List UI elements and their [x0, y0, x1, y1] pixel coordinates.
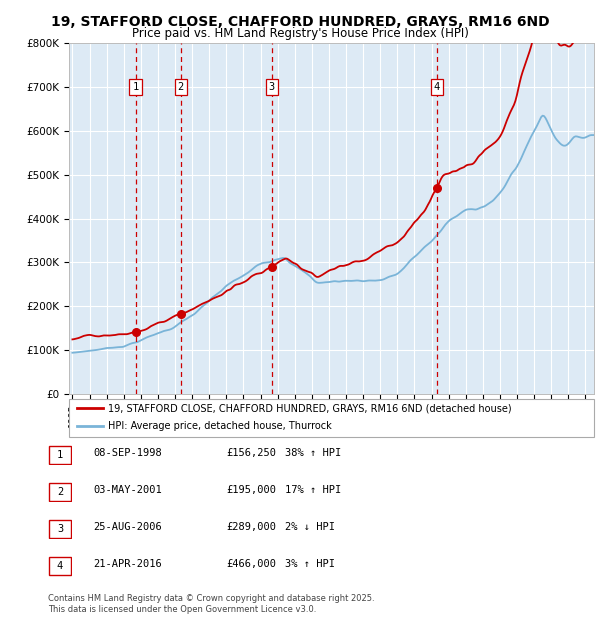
- Text: 3: 3: [57, 524, 63, 534]
- Text: £156,250: £156,250: [226, 448, 276, 458]
- FancyBboxPatch shape: [49, 446, 71, 464]
- Text: 08-SEP-1998: 08-SEP-1998: [93, 448, 162, 458]
- Text: 19, STAFFORD CLOSE, CHAFFORD HUNDRED, GRAYS, RM16 6ND: 19, STAFFORD CLOSE, CHAFFORD HUNDRED, GR…: [50, 16, 550, 30]
- Text: 1: 1: [133, 82, 139, 92]
- FancyBboxPatch shape: [49, 520, 71, 538]
- Text: 25-AUG-2006: 25-AUG-2006: [93, 522, 162, 532]
- Text: 2: 2: [57, 487, 63, 497]
- Text: 4: 4: [434, 82, 440, 92]
- Text: 3: 3: [269, 82, 275, 92]
- Text: 2: 2: [178, 82, 184, 92]
- Text: 4: 4: [57, 561, 63, 572]
- Text: Price paid vs. HM Land Registry's House Price Index (HPI): Price paid vs. HM Land Registry's House …: [131, 27, 469, 40]
- FancyBboxPatch shape: [49, 557, 71, 575]
- Text: 3% ↑ HPI: 3% ↑ HPI: [285, 559, 335, 569]
- Text: 1: 1: [57, 450, 63, 460]
- FancyBboxPatch shape: [49, 483, 71, 501]
- Text: Contains HM Land Registry data © Crown copyright and database right 2025.: Contains HM Land Registry data © Crown c…: [48, 593, 374, 603]
- Text: 21-APR-2016: 21-APR-2016: [93, 559, 162, 569]
- Text: 2% ↓ HPI: 2% ↓ HPI: [285, 522, 335, 532]
- Text: £466,000: £466,000: [226, 559, 276, 569]
- Text: 17% ↑ HPI: 17% ↑ HPI: [285, 485, 341, 495]
- Text: 03-MAY-2001: 03-MAY-2001: [93, 485, 162, 495]
- Text: £195,000: £195,000: [226, 485, 276, 495]
- FancyBboxPatch shape: [69, 399, 594, 437]
- Text: £289,000: £289,000: [226, 522, 276, 532]
- Text: This data is licensed under the Open Government Licence v3.0.: This data is licensed under the Open Gov…: [48, 604, 316, 614]
- Text: HPI: Average price, detached house, Thurrock: HPI: Average price, detached house, Thur…: [109, 422, 332, 432]
- Text: 19, STAFFORD CLOSE, CHAFFORD HUNDRED, GRAYS, RM16 6ND (detached house): 19, STAFFORD CLOSE, CHAFFORD HUNDRED, GR…: [109, 403, 512, 414]
- Text: 38% ↑ HPI: 38% ↑ HPI: [285, 448, 341, 458]
